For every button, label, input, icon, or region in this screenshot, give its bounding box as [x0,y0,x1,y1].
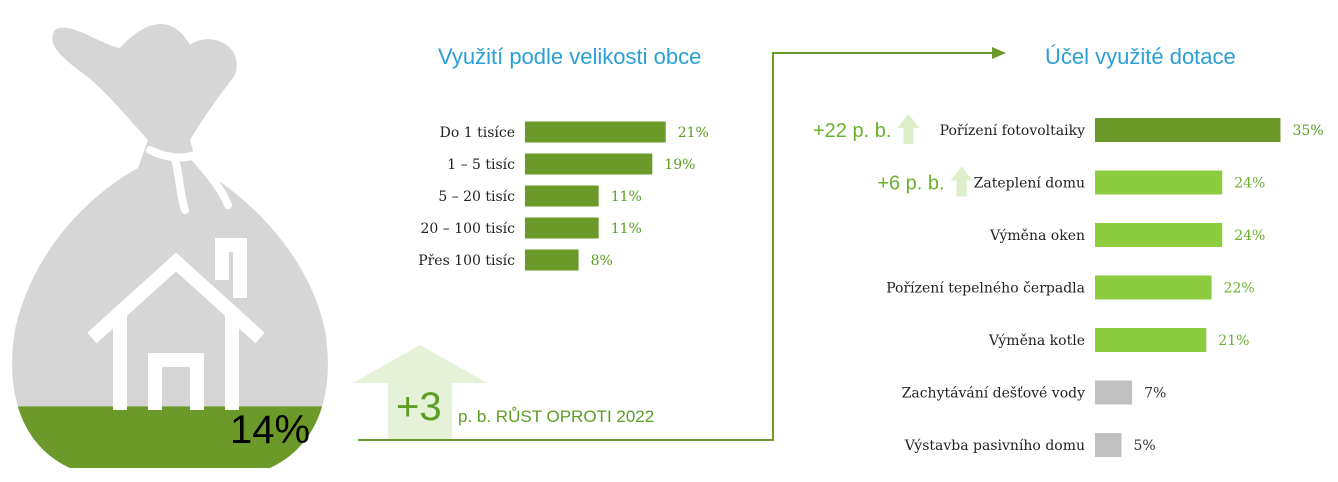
house-icon [87,238,265,410]
chart2-bar [1095,223,1223,247]
chart1-bar [525,249,579,271]
chart2-value-label: 7% [1144,386,1166,402]
chart1-value-label: 21% [678,125,709,141]
chart1-title: Využití podle velikosti obce [438,44,702,69]
chart1-bar [525,121,666,143]
chart1-category-label: Přes 100 tisíc [418,253,515,269]
chart2-value-label: 21% [1218,333,1249,349]
chart2-purpose-bars: Pořízení fotovoltaiky 35% Zateplení domu 24… [813,114,1324,457]
chart2-bar [1095,170,1223,195]
up-arrow-icon [950,166,973,197]
growth-number: +3 [396,385,442,429]
chart1-value-label: 11% [611,221,642,237]
chart2-category-label: Výměna oken [989,227,1085,244]
chart2-bar [1095,118,1281,142]
chart2-value-label: 22% [1224,281,1255,297]
chart1-bar [525,153,653,175]
growth-label: p. b. RŮST OPROTI 2022 [458,407,655,426]
chart2-category-label: Zateplení domu [974,176,1085,192]
chart1-bar [525,185,599,207]
chart1-size-bars: Do 1 tisíce 21% 1 – 5 tisíc 19% 5 – 20 tisíc… [418,121,709,271]
chart2-title: Účel využité dotace [1045,44,1236,69]
up-arrow-icon [897,114,920,144]
chart1-category-label: Do 1 tisíce [440,125,515,141]
chart2-category-label: Pořízení tepelného čerpadla [886,281,1085,297]
chart2-category-label: Zachytávání dešťové vody [902,385,1085,402]
chart2-category-label: Výstavba pasivního domu [904,437,1085,454]
money-bag-illustration: 14% [12,24,328,468]
chart2-value-label: 24% [1234,228,1265,244]
connector-arrow [358,47,1006,441]
chart1-category-label: 5 – 20 tisíc [438,189,515,205]
chart2-value-label: 5% [1134,438,1156,454]
chart1-category-label: 1 – 5 tisíc [447,157,515,173]
bag-fill-level [12,406,328,468]
chart1-category-label: 20 – 100 tisíc [421,221,516,237]
chart1-value-label: 19% [664,157,695,173]
chart2-bar [1095,328,1207,352]
chart2-category-label: Výměna kotle [988,332,1085,349]
chart1-value-label: 8% [591,253,613,269]
chart2-annotation: +22 p. b. [813,120,891,142]
chart2-bar [1095,275,1212,300]
growth-arrow-icon [353,345,487,440]
chart2-annotation: +6 p. b. [877,173,944,195]
chart2-value-label: 35% [1293,123,1324,139]
chart2-bar [1095,433,1122,457]
chart2-value-label: 24% [1234,176,1265,192]
chart2-category-label: Pořízení fotovoltaiky [940,123,1085,139]
bag-tie [146,146,209,162]
chart2-bar [1095,380,1133,405]
chart1-value-label: 11% [611,189,642,205]
chart1-bar [525,217,599,239]
bag-percent-label: 14% [230,408,310,452]
